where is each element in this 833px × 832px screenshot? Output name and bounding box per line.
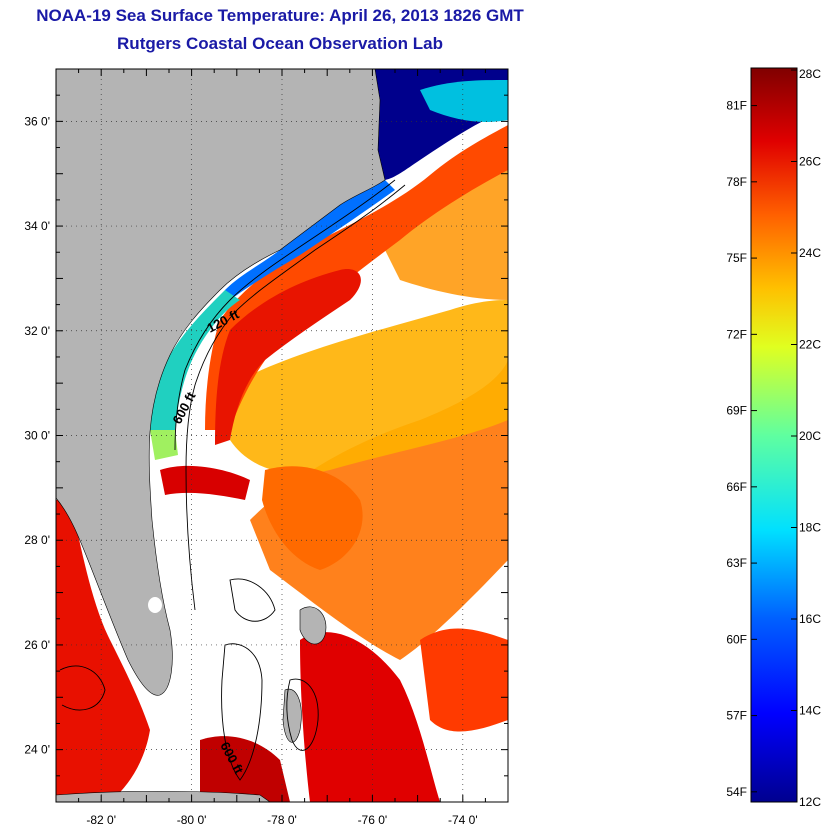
lat-tick-label: 32 0' xyxy=(24,324,50,338)
sst-warm-water xyxy=(380,170,508,300)
colorbar-fahrenheit-label: 78F xyxy=(726,175,747,189)
colorbar xyxy=(750,67,798,803)
contour-600ft xyxy=(185,184,406,611)
sst-warm-water xyxy=(262,466,363,570)
colorbar-celsius-label: 12C xyxy=(799,795,821,809)
contour-120ft xyxy=(174,179,396,451)
colorbar-fahrenheit-label: 66F xyxy=(726,480,747,494)
sst-gulf-stream-core xyxy=(215,269,361,445)
lon-tick-label: -78 0' xyxy=(267,813,297,827)
colorbar-fahrenheit-label: 54F xyxy=(726,785,747,799)
colorbar-fahrenheit-label: 75F xyxy=(726,251,747,265)
sst-warm-water xyxy=(230,300,508,474)
sst-gulf-of-mexico xyxy=(56,500,150,802)
sst-shelf-water xyxy=(150,290,240,430)
lat-tick-label: 34 0' xyxy=(24,219,50,233)
sst-gulf-stream xyxy=(205,125,508,430)
lat-tick-label: 26 0' xyxy=(24,638,50,652)
land-us-southeast xyxy=(56,69,386,696)
colorbar-celsius-label: 20C xyxy=(799,429,821,443)
sst-shelf-water xyxy=(150,430,178,460)
map-subtitle: Rutgers Coastal Ocean Observation Lab xyxy=(117,34,443,53)
land-bahamas xyxy=(282,688,302,743)
colorbar-fahrenheit-label: 60F xyxy=(726,632,747,646)
contour-600ft xyxy=(286,678,319,751)
colorbar-fahrenheit-label: 81F xyxy=(726,99,747,113)
longitude-axis: -82 0' -80 0' -78 0' -76 0' -74 0' xyxy=(55,69,509,827)
land-bahamas xyxy=(299,606,327,645)
contour-600ft xyxy=(221,643,263,781)
colorbar-celsius-label: 14C xyxy=(799,704,821,718)
graticule xyxy=(56,69,508,802)
colorbar-fahrenheit-label: 63F xyxy=(726,556,747,570)
colorbar-fahrenheit-label: 57F xyxy=(726,709,747,723)
colorbar-celsius-label: 22C xyxy=(799,338,821,352)
sst-warm-water xyxy=(200,736,290,802)
lat-tick-label: 28 0' xyxy=(24,533,50,547)
sst-warm-water xyxy=(160,465,250,500)
lon-tick-label: -80 0' xyxy=(177,813,207,827)
latitude-axis: 24 0' 26 0' 28 0' 30 0' 32 0' 34 0' 36 0' xyxy=(24,68,508,803)
colorbar-celsius-labels: 28C 26C 24C 22C 20C 18C 16C 14C 12C xyxy=(791,67,821,809)
land-cuba xyxy=(56,790,271,802)
colorbar-celsius-label: 16C xyxy=(799,612,821,626)
lat-tick-label: 36 0' xyxy=(24,114,50,128)
lat-tick-label: 30 0' xyxy=(24,429,50,443)
colorbar-fahrenheit-label: 72F xyxy=(726,327,747,341)
lon-tick-label: -76 0' xyxy=(358,813,388,827)
colorbar-celsius-label: 18C xyxy=(799,521,821,535)
colorbar-celsius-label: 28C xyxy=(799,67,821,81)
colorbar-celsius-label: 24C xyxy=(799,246,821,260)
lon-tick-label: -82 0' xyxy=(86,813,116,827)
sst-warm-water xyxy=(300,632,440,802)
contour-600ft xyxy=(59,665,106,711)
sst-warm-water xyxy=(420,628,508,732)
colorbar-celsius-label: 26C xyxy=(799,155,821,169)
lake-okeechobee xyxy=(148,597,162,613)
lon-tick-label: -74 0' xyxy=(448,813,478,827)
contour-600ft xyxy=(229,578,276,622)
sst-cold-water xyxy=(420,80,508,122)
colorbar-fahrenheit-label: 69F xyxy=(726,404,747,418)
colorbar-fahrenheit-labels: 81F 78F 75F 72F 69F 66F 63F 60F 57F 54F xyxy=(726,99,757,799)
lat-tick-label: 24 0' xyxy=(24,743,50,757)
map-title: NOAA-19 Sea Surface Temperature: April 2… xyxy=(36,6,524,25)
